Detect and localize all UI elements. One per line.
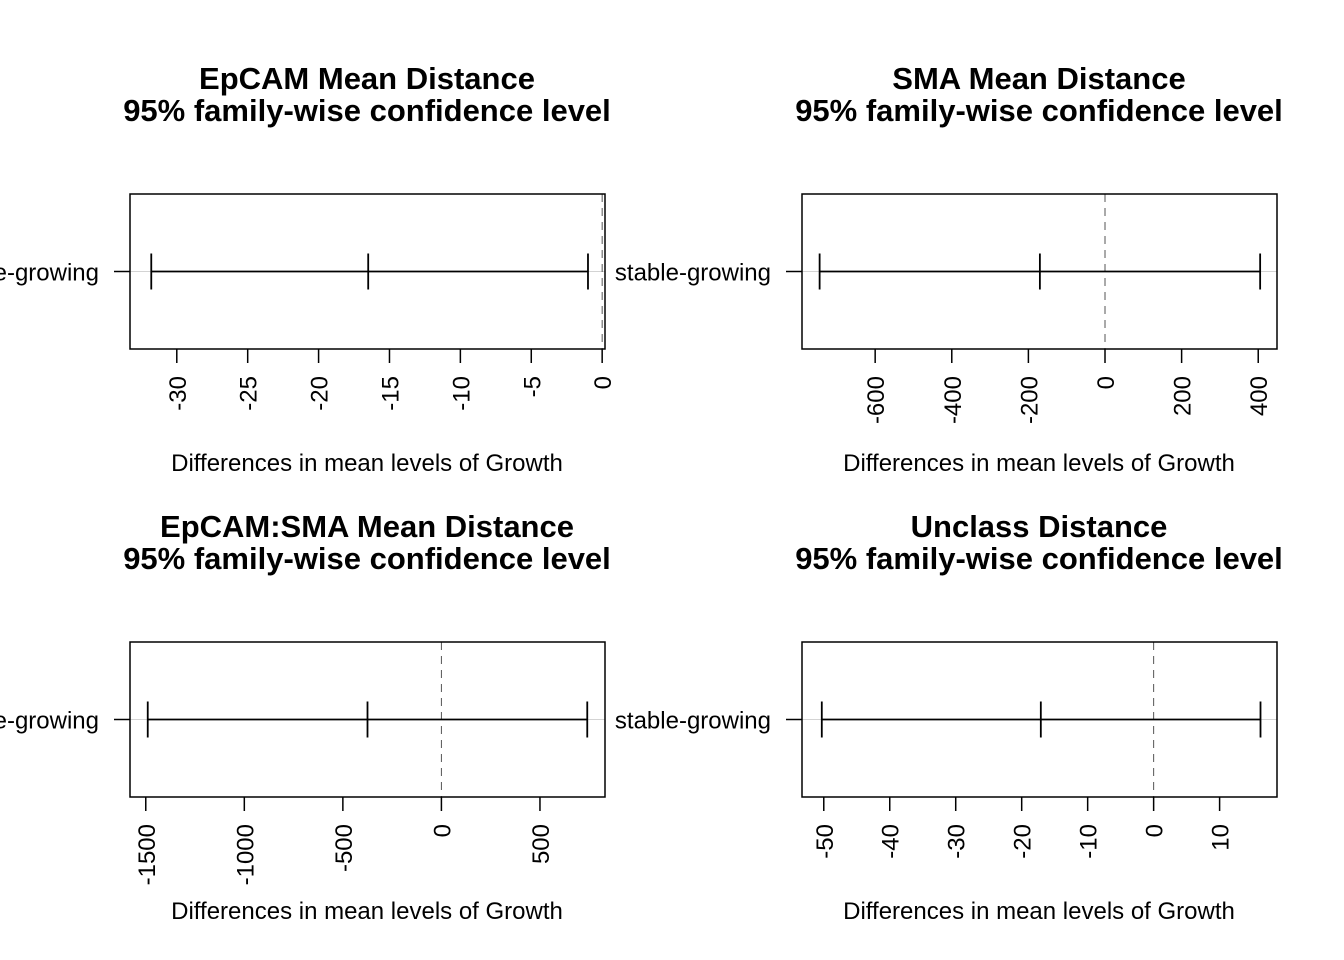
- x-tick-label: -20: [307, 376, 334, 411]
- x-tick-label: 400: [1246, 376, 1273, 416]
- x-tick-label: -200: [1016, 376, 1043, 424]
- x-tick-label: -30: [165, 376, 192, 411]
- x-tick-label: -1000: [232, 824, 259, 885]
- x-tick-label: 0: [1142, 824, 1169, 837]
- comparison-label: stable-growing: [615, 260, 771, 287]
- comparison-label: stable-growing: [0, 708, 99, 735]
- comparison-label: stable-growing: [0, 260, 99, 287]
- panel-title-line: 95% family-wise confidence level: [123, 93, 611, 128]
- panel-title-line: 95% family-wise confidence level: [795, 93, 1283, 128]
- x-axis-label: Differences in mean levels of Growth: [843, 450, 1235, 477]
- x-tick-label: -40: [878, 824, 905, 859]
- x-tick-label: -1500: [134, 824, 161, 885]
- panel-title-line: EpCAM:SMA Mean Distance: [160, 509, 574, 544]
- x-tick-label: 200: [1170, 376, 1197, 416]
- panel-title-line: 95% family-wise confidence level: [795, 541, 1283, 576]
- panel-title-line: Unclass Distance: [911, 509, 1168, 544]
- x-tick-label: 0: [429, 824, 456, 837]
- x-tick-label: -15: [377, 376, 404, 411]
- x-axis-label: Differences in mean levels of Growth: [171, 898, 563, 925]
- x-tick-label: -5: [519, 376, 546, 397]
- x-tick-label: -25: [236, 376, 263, 411]
- x-tick-label: -600: [863, 376, 890, 424]
- x-axis-label: Differences in mean levels of Growth: [171, 450, 563, 477]
- x-tick-label: 0: [1093, 376, 1120, 389]
- x-axis-label: Differences in mean levels of Growth: [843, 898, 1235, 925]
- x-tick-label: -30: [944, 824, 971, 859]
- x-tick-label: -400: [940, 376, 967, 424]
- x-tick-label: -10: [448, 376, 475, 411]
- x-tick-label: -50: [812, 824, 839, 859]
- x-tick-label: -500: [331, 824, 358, 872]
- x-tick-label: 0: [590, 376, 617, 389]
- panel-title-line: SMA Mean Distance: [892, 61, 1185, 96]
- x-tick-label: 500: [528, 824, 555, 864]
- panel-title-line: EpCAM Mean Distance: [199, 61, 535, 96]
- panel-title-line: 95% family-wise confidence level: [123, 541, 611, 576]
- comparison-label: stable-growing: [615, 708, 771, 735]
- x-tick-label: -20: [1010, 824, 1037, 859]
- x-tick-label: -10: [1076, 824, 1103, 859]
- x-tick-label: 10: [1208, 824, 1235, 851]
